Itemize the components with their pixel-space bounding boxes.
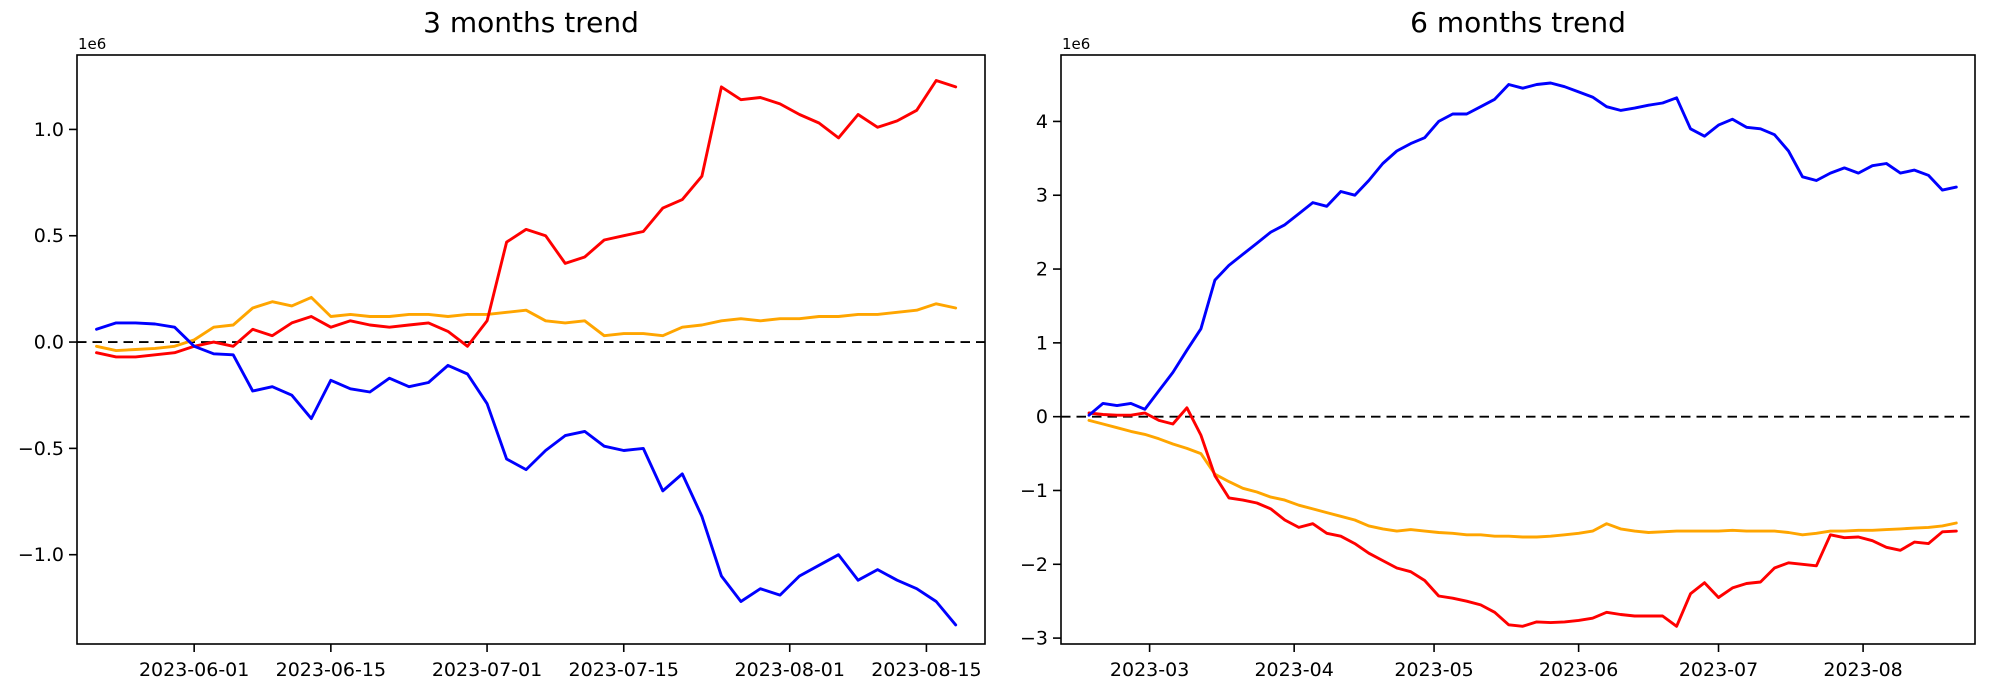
x-tick-label: 2023-08-15 <box>871 659 981 681</box>
x-tick-label: 2023-08 <box>1823 659 1902 681</box>
series-line-blue <box>95 321 958 627</box>
y-axis-offset-label-right: 1e6 <box>1062 35 1091 53</box>
series-line-blue <box>1087 81 1958 417</box>
y-tick-label: −2 <box>1020 554 1048 576</box>
axes-frame <box>76 54 986 645</box>
x-tick-label: 2023-07-01 <box>432 659 542 681</box>
x-tick-label: 2023-04 <box>1254 659 1333 681</box>
chart-title-3-months-trend: 3 months trend <box>423 6 639 39</box>
y-tick-label: 0.5 <box>34 225 64 247</box>
y-tick-label: 3 <box>1036 185 1048 207</box>
x-tick-label: 2023-07-15 <box>569 659 679 681</box>
y-tick-label: −0.5 <box>18 438 64 460</box>
series-line-red <box>95 79 958 359</box>
axes-frame <box>1060 54 1976 645</box>
chart-title-6-months-trend: 6 months trend <box>1410 6 1626 39</box>
y-tick-label: 4 <box>1036 111 1048 133</box>
series-line-orange <box>95 295 958 353</box>
x-tick-label: 2023-07 <box>1679 659 1758 681</box>
y-tick-label: −1 <box>1020 480 1048 502</box>
x-tick-label: 2023-08-01 <box>735 659 845 681</box>
x-tick-label: 2023-06 <box>1539 659 1618 681</box>
y-tick-label: 2 <box>1036 259 1048 281</box>
series-line-orange <box>1087 418 1958 539</box>
y-tick-label: −3 <box>1020 628 1048 650</box>
y-tick-label: 0 <box>1036 406 1048 428</box>
x-tick-label: 2023-06-15 <box>276 659 386 681</box>
x-tick-label: 2023-05 <box>1394 659 1473 681</box>
y-tick-label: 1 <box>1036 332 1048 354</box>
y-tick-label: 0.0 <box>34 332 64 354</box>
y-axis-offset-label-left: 1e6 <box>78 35 107 53</box>
y-tick-label: 1.0 <box>34 119 64 141</box>
series-line-red <box>1087 406 1958 628</box>
y-tick-label: −1.0 <box>18 544 64 566</box>
x-tick-label: 2023-03 <box>1110 659 1189 681</box>
x-tick-label: 2023-06-01 <box>139 659 249 681</box>
